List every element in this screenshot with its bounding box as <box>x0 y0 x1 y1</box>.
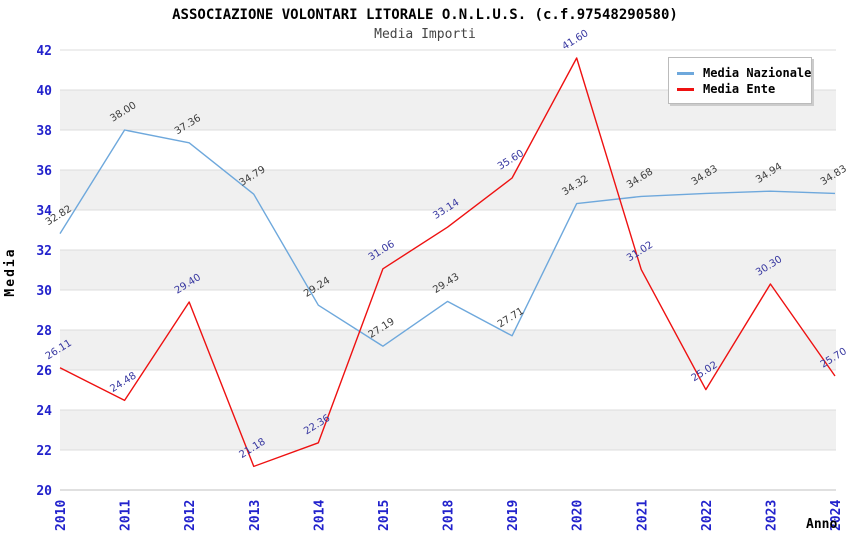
x-tick-label: 2012 <box>183 500 198 531</box>
legend-label-media-ente: Media Ente <box>703 82 776 96</box>
x-tick-label: 2019 <box>506 500 521 531</box>
x-tick-label: 2015 <box>377 500 392 531</box>
plot-band <box>60 170 836 210</box>
plot-bands <box>60 90 836 450</box>
legend: Media Nazionale Media Ente <box>668 57 812 104</box>
x-tick-label: 2022 <box>700 500 715 531</box>
point-labels-media-nazionale: 32.8238.0037.3634.7929.2427.1929.4327.71… <box>44 100 849 341</box>
y-tick-label: 42 <box>36 44 52 59</box>
y-tick-label: 24 <box>36 404 52 419</box>
plot-band <box>60 250 836 290</box>
y-tick-label: 20 <box>36 484 52 499</box>
series-line-media-ente <box>59 57 836 468</box>
legend-item-media-nazionale: Media Nazionale <box>677 65 811 81</box>
x-tick-label: 2024 <box>829 500 844 531</box>
x-tick-label: 2013 <box>248 500 263 531</box>
y-tick-label: 36 <box>36 164 52 179</box>
y-tick-label: 32 <box>36 244 52 259</box>
legend-label-media-nazionale: Media Nazionale <box>703 66 812 80</box>
y-tick-label: 40 <box>36 84 52 99</box>
x-tick-label: 2023 <box>764 500 779 531</box>
series-line-media-nazionale <box>59 129 836 347</box>
x-axis-title: Anno <box>806 517 837 532</box>
x-tick-label: 2018 <box>442 500 457 531</box>
media-nazionale-line-swatch <box>677 71 694 75</box>
x-tick-label: 2010 <box>54 500 69 531</box>
y-tick-label: 26 <box>36 364 52 379</box>
chart-subtitle: Media Importi <box>374 27 476 42</box>
gridlines <box>60 49 836 491</box>
x-tick-label: 2020 <box>571 500 586 531</box>
media-ente-line-swatch <box>677 87 694 91</box>
y-tick-label: 34 <box>36 204 52 219</box>
y-tick-label: 38 <box>36 124 52 139</box>
y-tick-label: 30 <box>36 284 52 299</box>
x-tick-label: 2014 <box>312 500 327 531</box>
y-tick-label: 22 <box>36 444 52 459</box>
plot-band <box>60 330 836 370</box>
y-tick-labels: 20 22 24 26 28 30 32 34 36 38 40 42 <box>36 44 52 499</box>
legend-item-media-ente: Media Ente <box>677 81 803 97</box>
chart-title: ASSOCIAZIONE VOLONTARI LITORALE O.N.L.U.… <box>172 7 678 23</box>
x-tick-label: 2021 <box>635 500 650 531</box>
point-label: 41.60 <box>560 28 590 53</box>
x-tick-label: 2011 <box>119 500 134 531</box>
plot-band <box>60 410 836 450</box>
y-tick-label: 28 <box>36 324 52 339</box>
x-tick-labels: 2010 2011 2012 2013 2014 2015 2018 2019 2020 2021… <box>54 500 844 531</box>
point-label: 24.48 <box>108 370 138 395</box>
y-axis-title: Media <box>3 247 18 296</box>
